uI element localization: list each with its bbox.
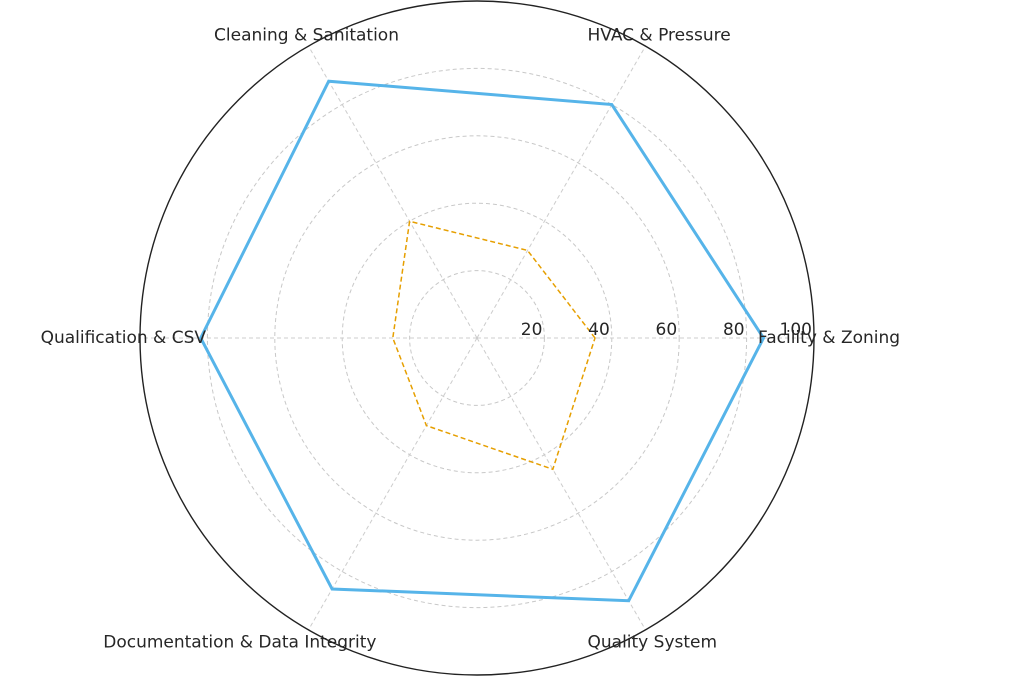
spoke-line — [476, 45, 646, 339]
spoke-line — [476, 337, 646, 631]
axis-label: HVAC & Pressure — [588, 26, 731, 46]
radial-tick-label: 60 — [656, 320, 678, 340]
outer-frame — [139, 0, 815, 676]
spoke-line — [308, 337, 478, 631]
axis-label: Facility & Zoning — [758, 328, 900, 348]
radial-tick-label: 40 — [588, 320, 610, 340]
axis-label: Documentation & Data Integrity — [103, 632, 376, 652]
series-layer — [199, 79, 766, 603]
grid-ring-60 — [274, 135, 680, 541]
axis-label: Cleaning & Sanitation — [214, 26, 399, 46]
radial-tick-label: 20 — [521, 320, 543, 340]
radial-tick-label: 80 — [723, 320, 745, 340]
axis-label: Qualification & CSV — [41, 328, 207, 348]
radial-tick-label: 100 — [780, 320, 812, 340]
series-1-polygon — [199, 79, 766, 603]
grid-layer — [139, 0, 815, 676]
axis-label: Quality System — [588, 632, 718, 652]
grid-ring-20 — [409, 270, 545, 406]
series-2-polygon — [392, 220, 596, 471]
spoke-line — [308, 45, 478, 339]
